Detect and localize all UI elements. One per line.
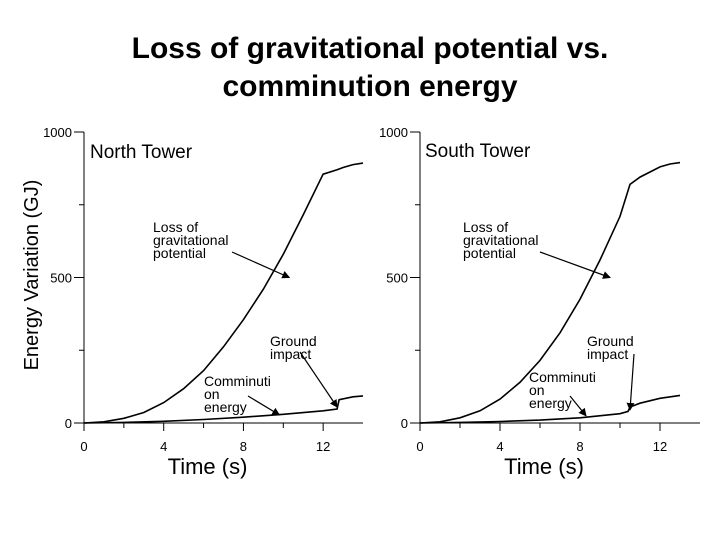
annotation-arrow xyxy=(626,353,635,411)
annotation-label: Comminuti on energy xyxy=(529,369,596,411)
series-line-gravitational-potential xyxy=(419,161,681,424)
annotation-label: Comminuti on energy xyxy=(204,373,271,415)
annotation-label-line: Loss of xyxy=(463,219,508,235)
annotation-label-line: Loss of xyxy=(153,219,198,235)
y-tick-label: 1000 xyxy=(379,125,408,140)
annotation-label-line: Comminuti xyxy=(529,369,596,385)
annotation-arrow xyxy=(539,251,611,279)
annotation-label-line: potential xyxy=(153,245,206,261)
series-line-comminution-energy xyxy=(83,395,364,424)
annotation-arrow xyxy=(247,395,281,416)
slide-title: Loss of gravitational potential vs. comm… xyxy=(40,30,700,106)
annotation-label-line: gravitational xyxy=(463,232,539,248)
annotation-label-line: impact xyxy=(587,346,628,362)
x-tick-label: 4 xyxy=(496,439,503,454)
annotation-label: Loss of gravitational potential xyxy=(463,219,539,261)
annotation-label-line: gravitational xyxy=(153,232,229,248)
annotation-label-line: energy xyxy=(204,399,247,415)
y-tick-label: 500 xyxy=(50,271,72,286)
title-line-1: Loss of gravitational potential vs. xyxy=(131,32,609,65)
series-line-comminution-energy xyxy=(419,394,681,424)
annotation-label-line: Ground xyxy=(587,333,634,349)
x-tick-label: 4 xyxy=(160,439,167,454)
annotation-arrow xyxy=(569,395,587,417)
x-tick-label: 12 xyxy=(316,439,330,454)
annotation-arrow xyxy=(231,251,291,279)
x-axis-label: Time (s) xyxy=(504,454,584,479)
x-tick-label: 8 xyxy=(576,439,583,454)
annotation-label: Loss of gravitational potential xyxy=(153,219,229,261)
annotation-label-line: impact xyxy=(270,346,311,362)
annotation-label-line: on xyxy=(204,386,220,402)
x-tick-label: 0 xyxy=(80,439,87,454)
x-tick-label: 8 xyxy=(240,439,247,454)
chart-1: 0 500 1000 0 4 8 12 Time (s) North Tower Loss of g… xyxy=(43,125,364,479)
annotation-label-line: energy xyxy=(529,395,572,411)
title-line-2: comminution energy xyxy=(222,70,518,103)
annotation-arrow xyxy=(299,351,338,408)
annotation-label-line: Ground xyxy=(270,333,317,349)
x-tick-label: 0 xyxy=(416,439,423,454)
chart-title: North Tower xyxy=(90,142,193,163)
annotation-label-line: on xyxy=(529,382,545,398)
x-axis-label: Time (s) xyxy=(168,454,248,479)
y-tick-label: 500 xyxy=(386,271,408,286)
chart-title: South Tower xyxy=(425,141,531,162)
y-tick-label: 0 xyxy=(65,416,72,431)
y-tick-label: 1000 xyxy=(43,125,72,140)
series-line-gravitational-potential xyxy=(83,162,364,424)
annotation-label-line: Comminuti xyxy=(204,373,271,389)
annotation-label-line: potential xyxy=(463,245,516,261)
annotation-label: Ground impact xyxy=(587,333,634,362)
annotation-label: Ground impact xyxy=(270,333,317,362)
x-tick-label: 12 xyxy=(653,439,667,454)
chart-2: 0 500 1000 0 4 8 12 Time (s) South Tower Loss of g… xyxy=(379,125,700,479)
y-tick-label: 0 xyxy=(401,416,408,431)
